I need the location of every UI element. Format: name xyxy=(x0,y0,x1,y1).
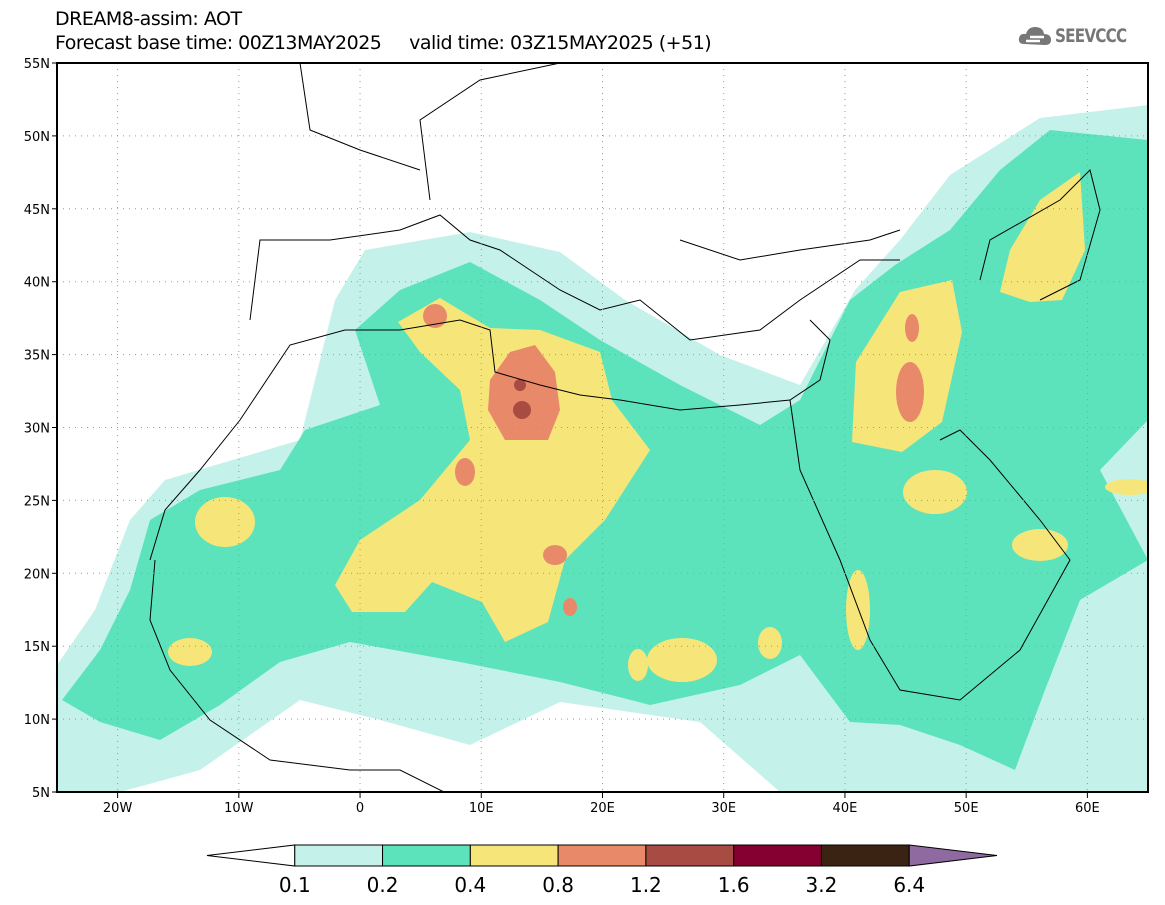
colorbar: 0.1 0.2 0.4 0.8 1.2 1.6 3.2 6.4 xyxy=(206,844,998,897)
seevccc-logo: SEEVCCC xyxy=(1018,24,1144,48)
aot-contour-0.8-blob xyxy=(896,362,924,422)
colorbar-label: 0.1 xyxy=(279,873,311,897)
colorbar-bin xyxy=(382,844,471,867)
aot-contour-0.4-blob xyxy=(846,570,870,650)
aot-contour-0.8-libya xyxy=(488,345,560,440)
colorbar-bin xyxy=(557,844,647,867)
cloud-icon xyxy=(1018,27,1051,45)
logo-text: SEEVCCC xyxy=(1055,25,1127,47)
lon-tick-label: 0 xyxy=(356,801,364,816)
lon-tick-label: 10E xyxy=(469,801,494,816)
colorbar-label: 1.2 xyxy=(630,873,662,897)
colorbar-bin xyxy=(733,844,822,867)
lat-tick-label: 15N xyxy=(24,640,50,655)
lon-tick-label: 20W xyxy=(103,801,133,816)
aot-contour-0.8-blob xyxy=(563,598,577,616)
lat-tick-label: 30N xyxy=(24,422,50,437)
colorbar-bin xyxy=(645,844,735,867)
aot-contour-1.2-blob xyxy=(514,379,526,391)
colorbar-label: 0.2 xyxy=(367,873,399,897)
lon-tick-label: 30E xyxy=(711,801,736,816)
lat-tick-label: 25N xyxy=(24,494,50,509)
colorbar-label: 6.4 xyxy=(893,873,925,897)
aot-contour-0.4-sahara xyxy=(335,298,650,642)
aot-contour-0.4-blob xyxy=(168,638,212,666)
lat-tick-label: 45N xyxy=(24,203,50,218)
aot-contour-1.2-blob xyxy=(513,401,531,419)
colorbar-bin xyxy=(469,844,559,867)
colorbar-label: 3.2 xyxy=(806,873,838,897)
coastline xyxy=(149,319,1071,792)
aot-field xyxy=(57,63,1148,792)
aot-contour-0.8-blob xyxy=(423,304,447,328)
colorbar-label: 1.6 xyxy=(718,873,750,897)
colorbar-bin xyxy=(294,844,384,867)
lon-tick-label: 60E xyxy=(1075,801,1100,816)
aot-contour-0.4-blob xyxy=(758,627,782,659)
europe-coastline xyxy=(249,63,1101,341)
colorbar-under-triangle xyxy=(206,844,296,867)
lat-tick-label: 40N xyxy=(24,276,50,291)
lat-tick-label: 5N xyxy=(32,786,50,801)
aot-contour-0.4-caspian xyxy=(1000,172,1085,302)
lat-tick-label: 50N xyxy=(24,130,50,145)
colorbar-label: 0.8 xyxy=(542,873,574,897)
map-title: DREAM8-assim: AOT xyxy=(55,8,242,30)
lat-tick-label: 55N xyxy=(24,57,50,72)
lat-tick-label: 35N xyxy=(24,349,50,364)
aot-contour-0.8-blob xyxy=(905,314,919,342)
aot-contour-0.4-blob xyxy=(647,638,717,682)
aot-contour-0.4-blob xyxy=(195,497,255,547)
colorbar-bin xyxy=(820,844,910,867)
aot-contour-0.8-blob xyxy=(455,458,475,486)
aot-contour-0.4-blob xyxy=(903,470,967,514)
lat-tick-label: 20N xyxy=(24,567,50,582)
lon-tick-label: 40E xyxy=(833,801,858,816)
aot-contour-0.4-blob xyxy=(1105,479,1148,495)
lat-tick-label: 10N xyxy=(24,713,50,728)
lon-tick-label: 20E xyxy=(590,801,615,816)
aot-contour-0.8-blob xyxy=(543,545,567,565)
aot-contour-0.4-blob xyxy=(1012,529,1068,561)
colorbar-label: 0.4 xyxy=(454,873,486,897)
colorbar-over-triangle xyxy=(908,844,998,867)
map-subtitle: Forecast base time: 00Z13MAY2025 valid t… xyxy=(55,32,712,54)
lon-tick-label: 50E xyxy=(954,801,979,816)
map-axes: 20W 10W 0 10E 20E 30E 40E 50E 60E 55N 50N 45N 40N 35N… xyxy=(24,57,1100,816)
aot-contour-0.4-blob xyxy=(628,649,648,681)
lon-tick-label: 10W xyxy=(224,801,254,816)
